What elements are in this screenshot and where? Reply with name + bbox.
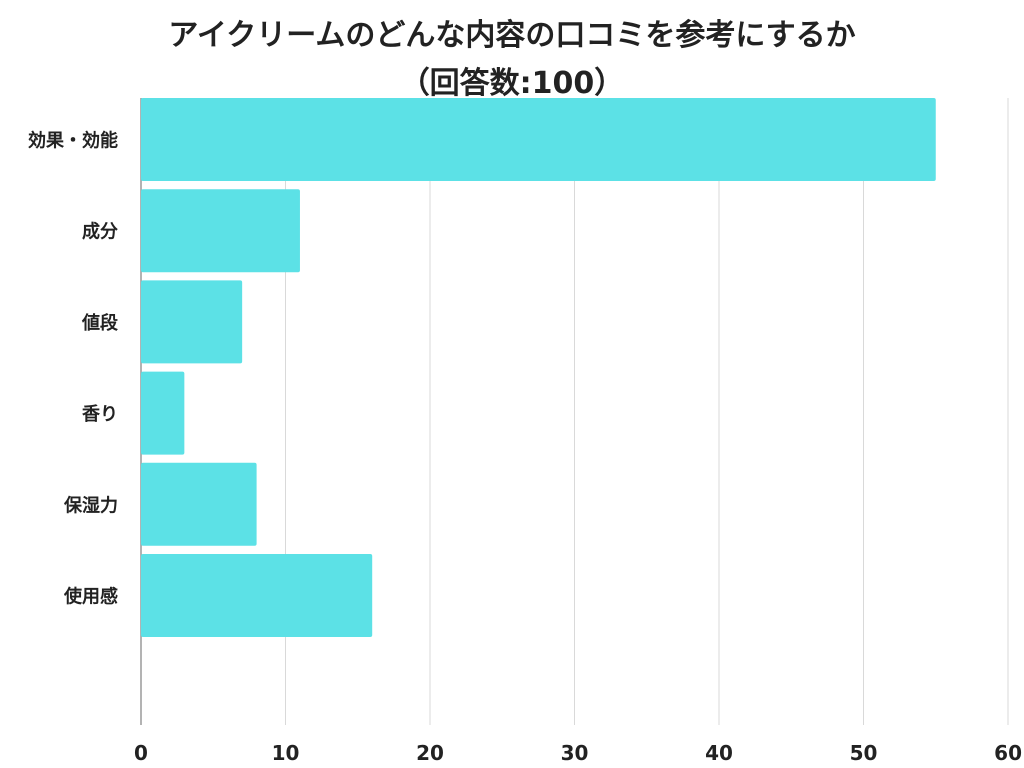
bar bbox=[141, 462, 257, 546]
x-tick-label: 50 bbox=[850, 741, 878, 765]
chart-subtitle: （回答数:100） bbox=[399, 66, 625, 101]
x-tick-label: 0 bbox=[134, 741, 148, 765]
bar bbox=[141, 554, 373, 637]
bar bbox=[141, 189, 300, 273]
x-tick-label: 10 bbox=[272, 741, 300, 765]
category-label: 値段 bbox=[81, 312, 119, 334]
bar bbox=[141, 371, 185, 455]
bar bbox=[141, 280, 243, 364]
bar bbox=[141, 98, 936, 181]
x-tick-label: 30 bbox=[561, 741, 589, 765]
category-label: 成分 bbox=[82, 221, 118, 243]
x-tick-label: 40 bbox=[705, 741, 733, 765]
category-label: 使用感 bbox=[63, 586, 118, 608]
chart-title: アイクリームのどんな内容の口コミを参考にするか bbox=[168, 18, 856, 53]
x-tick-label: 20 bbox=[416, 741, 444, 765]
bars bbox=[141, 98, 936, 637]
x-tick-label: 60 bbox=[994, 741, 1022, 765]
category-label: 香り bbox=[81, 404, 118, 425]
category-label: 保湿力 bbox=[63, 494, 118, 516]
x-tick-labels: 0 10 20 30 40 50 60 bbox=[134, 741, 1022, 765]
category-label: 効果・効能 bbox=[28, 130, 118, 152]
